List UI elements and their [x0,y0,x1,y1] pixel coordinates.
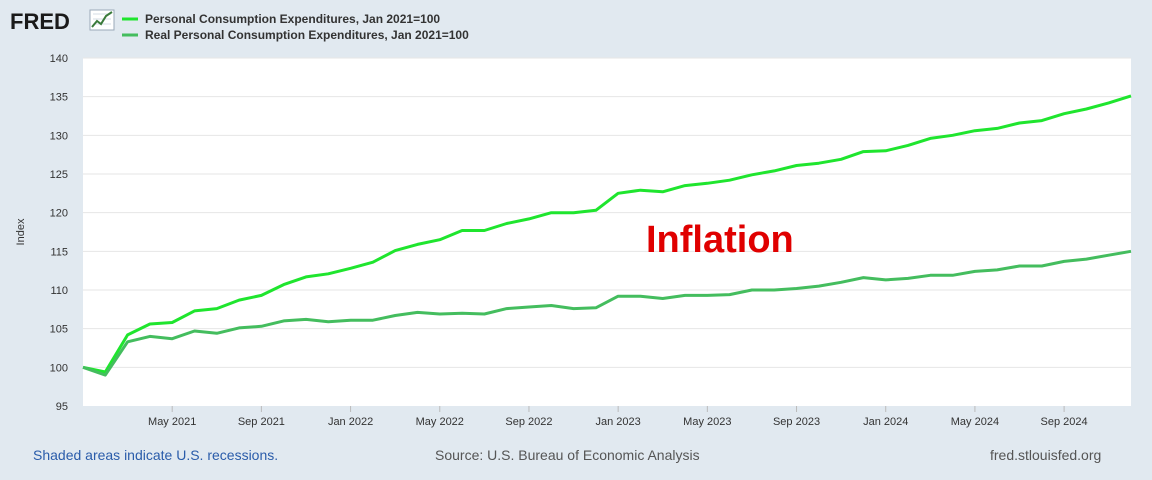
series-lines [82,94,1132,377]
x-tick-label: Jan 2024 [863,416,908,428]
fred-logo[interactable]: FRED [10,9,115,34]
x-tick-label: Sep 2022 [505,416,552,428]
site-link[interactable]: fred.stlouisfed.org [990,447,1102,463]
fred-logo-text: FRED [10,9,70,34]
x-tick-label: May 2023 [683,416,731,428]
x-axis-ticks: May 2021 Sep 2021 Jan 2022 May 2022 Sep 2022… [148,406,1088,428]
y-tick-label: 135 [50,92,68,104]
x-tick-label: Sep 2021 [238,416,285,428]
x-tick-label: Jan 2022 [328,416,373,428]
source-note: Source: U.S. Bureau of Economic Analysis [435,447,700,463]
x-tick-label: Jan 2023 [596,416,641,428]
y-tick-label: 95 [56,401,68,413]
y-tick-label: 115 [50,246,68,258]
y-tick-label: 120 [50,208,68,220]
y-tick-label: 125 [50,169,68,181]
series-line-1 [82,94,1132,374]
x-tick-label: May 2021 [148,416,196,428]
x-tick-label: Sep 2024 [1041,416,1088,428]
legend-label-1: Personal Consumption Expenditures, Jan 2… [145,12,440,26]
chart-line-icon [89,9,115,31]
y-tick-label: 130 [50,130,68,142]
y-axis-label: Index [15,218,27,245]
y-tick-label: 110 [50,285,68,297]
legend: Personal Consumption Expenditures, Jan 2… [122,12,469,42]
y-tick-label: 140 [50,53,68,65]
x-tick-label: Sep 2023 [773,416,820,428]
legend-label-2: Real Personal Consumption Expenditures, … [145,28,469,42]
inflation-annotation: Inflation [646,219,794,261]
chart-canvas: FRED Personal Consumption Expenditures, … [10,9,1132,428]
grid-lines [83,57,1131,368]
y-axis-ticks: 95 100 105 110 115 120 125 130 135 140 [50,53,68,413]
series-line-2 [82,249,1132,377]
plot-area [83,58,1131,406]
y-tick-label: 105 [50,324,68,336]
recessions-note: Shaded areas indicate U.S. recessions. [33,447,279,463]
y-tick-label: 100 [50,362,68,374]
x-tick-label: May 2024 [951,416,999,428]
x-tick-label: May 2022 [416,416,464,428]
